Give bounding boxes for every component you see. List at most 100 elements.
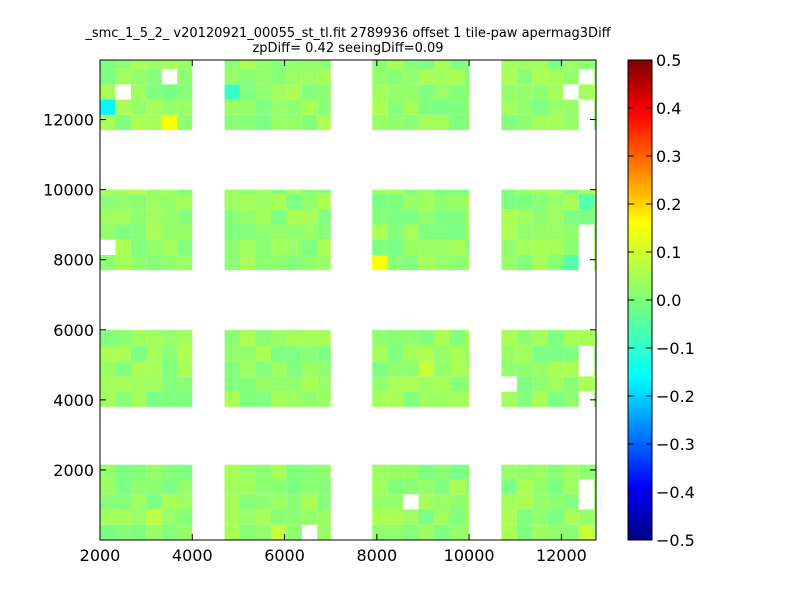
heatmap-cell [449,60,465,70]
heatmap-cell [563,361,579,377]
heatmap-cell [464,330,470,346]
heatmap-cell [255,494,271,510]
heatmap-cell [255,69,271,85]
heatmap-cell [115,99,131,115]
heatmap-cell [501,239,517,255]
heatmap-cell [372,509,388,525]
heatmap-cell [372,60,388,70]
heatmap-cell [464,114,470,131]
heatmap-cell [501,345,517,362]
heatmap-cell [501,330,517,346]
x-tick-label: 6000 [264,546,305,565]
heatmap-cell [464,329,470,331]
heatmap-cell [547,464,564,480]
heatmap-cell [115,60,131,70]
heatmap-cell [100,84,116,100]
heatmap-cell [403,239,419,255]
heatmap-cell [372,361,388,377]
heatmap-cell [387,84,404,100]
heatmap-cell [317,209,331,225]
heatmap-cell [403,69,419,85]
heatmap-cell [434,329,450,331]
heatmap-cell [403,391,419,407]
heatmap-cell [115,361,131,377]
heatmap-cell [372,84,388,100]
heatmap-cell [270,345,287,362]
heatmap-cell [100,329,116,331]
heatmap-cell [177,114,193,131]
heatmap-cell [594,60,596,70]
heatmap-cell [563,509,579,525]
heatmap-cell [146,194,162,210]
heatmap-cell [286,69,302,85]
heatmap-cell [255,329,271,331]
heatmap-cell [547,330,564,346]
heatmap-cell [403,376,419,392]
heatmap-cell [434,239,450,255]
heatmap-cell [301,194,318,210]
heatmap-cell [115,254,131,271]
heatmap-cell [563,524,579,540]
heatmap-cell [317,464,331,480]
heatmap-cell [115,509,131,525]
heatmap-cell [449,194,465,210]
heatmap-cell [317,479,331,495]
plot-frame [99,59,597,541]
heatmap-cell [594,509,596,525]
heatmap-cell [434,60,450,70]
heatmap-cell [130,524,147,540]
heatmap-cell [418,224,435,240]
heatmap-cell [547,114,564,131]
heatmap-cell [317,224,331,240]
heatmap-cell [418,494,435,510]
heatmap-cell [240,194,256,210]
heatmap-cell [532,391,548,407]
heatmap-cell [434,114,450,131]
heatmap-cell [547,209,564,225]
heatmap-cell [146,464,162,480]
heatmap-cell [594,84,596,100]
heatmap-cell [418,99,435,115]
heatmap-cell [130,464,147,480]
heatmap-cell [464,60,470,70]
heatmap-cell [449,494,465,510]
heatmap-cell [161,391,178,407]
heatmap-cell [240,209,256,225]
colorbar-tick-label: −0.1 [656,339,695,358]
heatmap-cell [372,330,388,346]
heatmap-cell [449,391,465,407]
heatmap-cell [100,209,116,225]
heatmap-cell [177,479,193,495]
heatmap-cell [532,479,548,495]
heatmap-cell [501,194,517,210]
heatmap-cell [270,330,287,346]
heatmap-cell [130,189,147,195]
colorbar-tick-label: 0.3 [656,147,681,166]
heatmap-cell [270,209,287,225]
heatmap-cell [418,329,435,331]
heatmap-cell [270,194,287,210]
heatmap-cell [286,189,302,195]
heatmap-cell [418,479,435,495]
heatmap-cell [387,391,404,407]
heatmap-cell [387,330,404,346]
heatmap-cell [594,114,596,131]
heatmap-cell [516,224,533,240]
heatmap-cell [594,254,596,271]
heatmap-cell [286,524,302,540]
heatmap-cell [372,391,388,407]
heatmap-cell [161,60,178,70]
heatmap-cell [516,524,533,540]
heatmap-cell [100,60,116,70]
heatmap-cell [301,509,318,525]
heatmap-cell [317,329,331,331]
heatmap-cell [372,239,388,255]
heatmap-cell [418,209,435,225]
heatmap-cell [130,254,147,271]
heatmap-cell [115,330,131,346]
heatmap-cell [501,464,517,480]
x-tick-label: 12000 [536,546,587,565]
heatmap-cell [464,84,470,100]
heatmap-cell [161,361,178,377]
heatmap-cell [286,114,302,131]
